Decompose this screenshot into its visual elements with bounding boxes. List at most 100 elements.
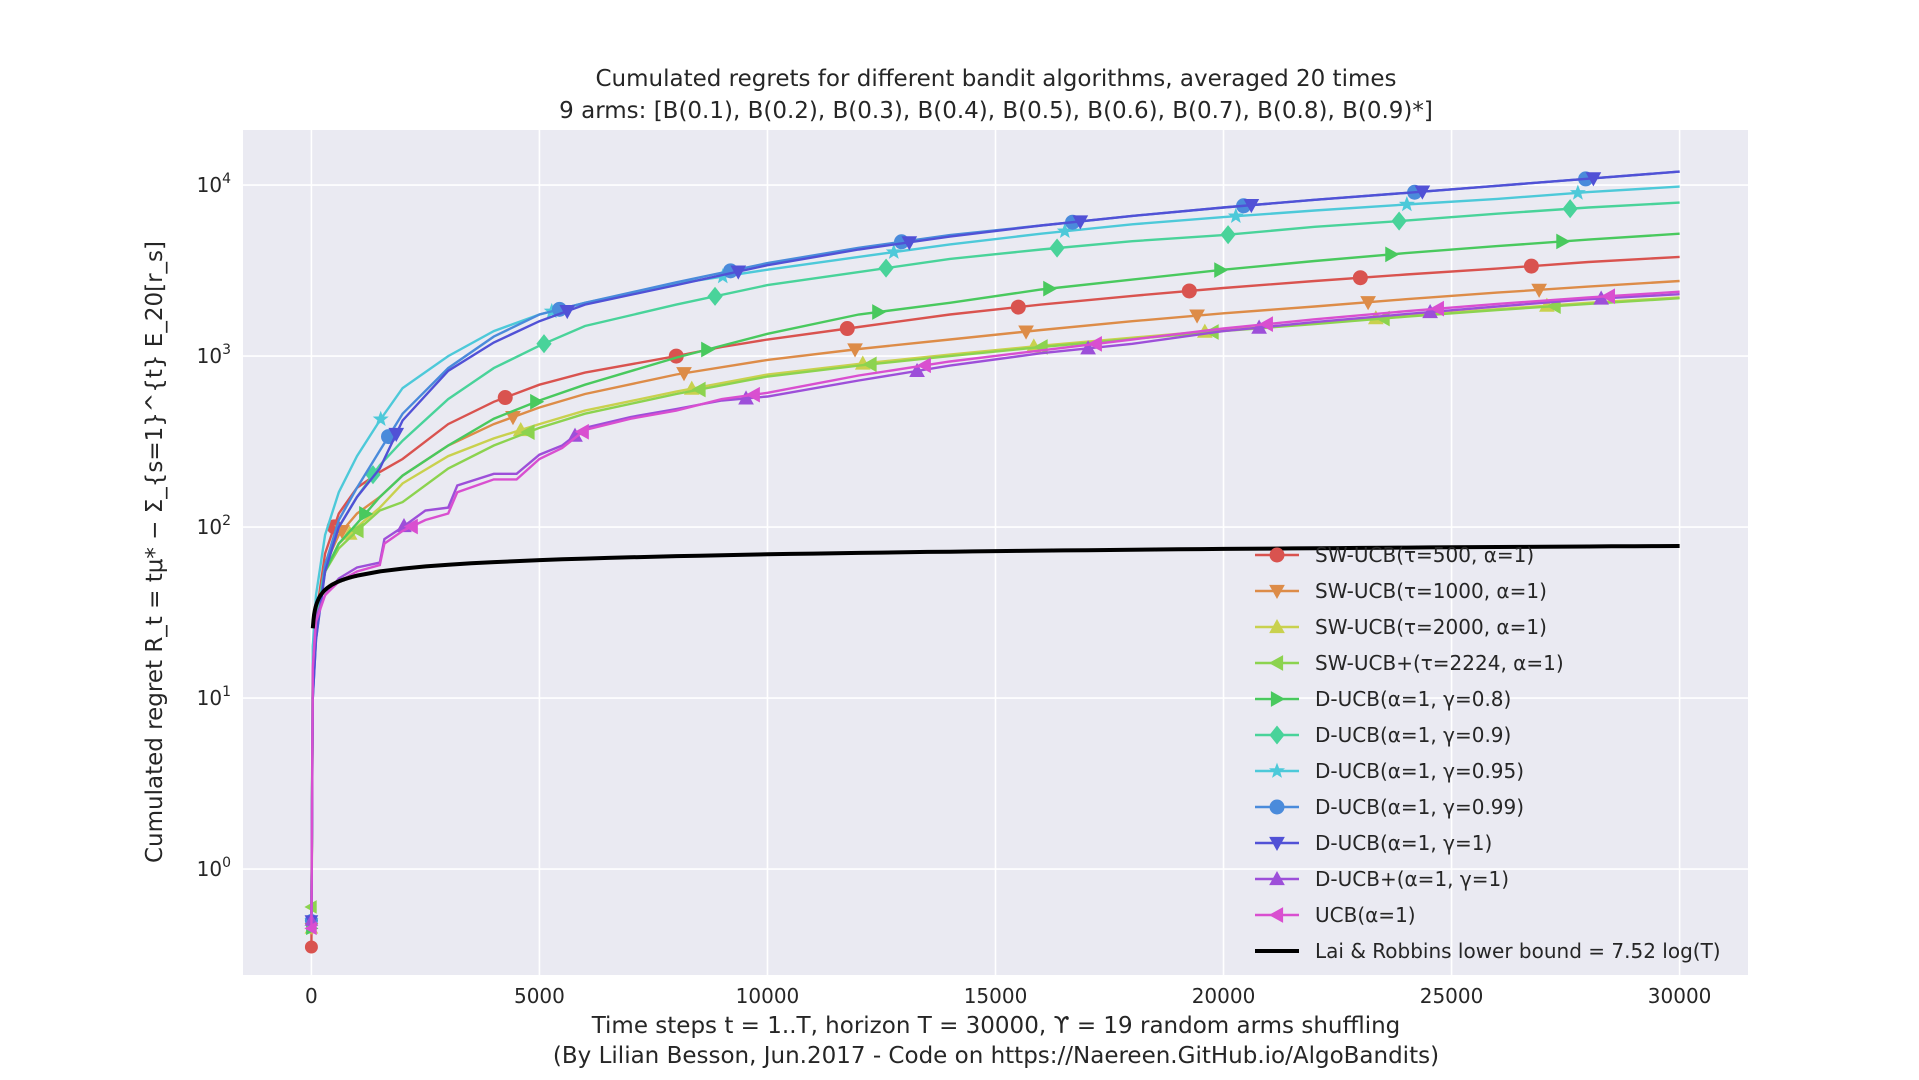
data-point (559, 304, 576, 320)
x-tick-label: 0 (305, 984, 318, 1008)
data-point (1569, 184, 1586, 200)
data-point (885, 243, 902, 259)
data-point (388, 427, 405, 442)
data-point (497, 390, 513, 406)
data-point (1227, 207, 1244, 224)
data-point (520, 424, 535, 440)
data-point (676, 367, 692, 382)
data-point (1220, 225, 1236, 245)
data-point (1243, 199, 1260, 214)
data-point (909, 362, 925, 378)
data-point (530, 393, 545, 410)
legend-label: SW-UCB+(τ=2224, α=1) (1315, 651, 1564, 675)
y-tick-label: 104 (197, 171, 231, 197)
y-tick-label: 100 (197, 855, 231, 881)
data-point (1189, 309, 1205, 324)
legend-label: UCB(α=1) (1315, 903, 1416, 927)
data-point (1269, 584, 1285, 600)
y-axis-label: Cumulated regret R_t = tμ* − Σ_{s=1}^{t}… (142, 241, 168, 863)
legend-item: D-UCB(α=1, γ=0.95) (1255, 759, 1524, 783)
data-point (862, 356, 877, 373)
data-point (1043, 280, 1058, 297)
y-tick-label: 103 (197, 342, 231, 368)
series-layer (304, 170, 1680, 954)
data-point (691, 381, 706, 398)
legend: SW-UCB(τ=500, α=1) SW-UCB(τ=1000, α=1) SW-… (1255, 543, 1721, 963)
legend-label: D-UCB+(α=1, γ=1) (1315, 867, 1509, 891)
y-ticks: 100 101 102 103 104 (197, 171, 231, 881)
x-ticks: 0 5000 10000 15000 20000 25000 30000 (305, 984, 1711, 1008)
data-point (707, 286, 723, 306)
data-point (745, 386, 760, 403)
legend-item: SW-UCB(τ=2000, α=1) (1255, 615, 1547, 639)
series-line (310, 297, 1680, 908)
legend-label: D-UCB(α=1, γ=0.9) (1315, 723, 1511, 747)
lower-bound-line (310, 544, 1680, 629)
legend-item: SW-UCB(τ=1000, α=1) (1255, 579, 1547, 603)
legend-label: D-UCB(α=1, γ=0.95) (1315, 759, 1524, 783)
legend-label: D-UCB(α=1, γ=0.8) (1315, 687, 1511, 711)
data-point (701, 341, 716, 358)
legend-label: D-UCB(α=1, γ=1) (1315, 831, 1492, 855)
series-line (310, 232, 1680, 929)
legend-label: SW-UCB(τ=500, α=1) (1315, 543, 1534, 567)
data-point (1269, 618, 1285, 634)
data-point (1391, 211, 1407, 231)
legend-item: D-UCB(α=1, γ=1) (1255, 831, 1492, 855)
data-point (901, 236, 918, 251)
series-line (310, 170, 1680, 921)
data-point (1010, 299, 1026, 315)
data-point (1269, 799, 1285, 815)
data-point (839, 321, 855, 337)
chart-title-line1: Cumulated regrets for different bandit a… (595, 66, 1396, 92)
data-point (916, 357, 931, 374)
data-point (304, 921, 317, 936)
data-point (1600, 288, 1616, 305)
data-point (1072, 215, 1089, 230)
data-point (1556, 233, 1571, 250)
data-point (359, 506, 374, 522)
chart-title-line2: 9 arms: [B(0.1), B(0.2), B(0.3), B(0.4),… (559, 98, 1433, 124)
data-point (1268, 907, 1284, 923)
data-point (738, 390, 754, 405)
data-point (1269, 725, 1285, 745)
data-point (1270, 691, 1286, 707)
data-point (1360, 296, 1376, 311)
data-point (1087, 335, 1102, 352)
data-point (403, 518, 418, 535)
data-point (1562, 199, 1578, 219)
legend-item: D-UCB(α=1, γ=0.8) (1255, 687, 1511, 711)
x-tick-label: 10000 (736, 984, 800, 1008)
data-point (872, 304, 887, 320)
data-point (1531, 283, 1547, 298)
data-point (1422, 304, 1438, 319)
legend-label: SW-UCB(τ=2000, α=1) (1315, 615, 1547, 639)
y-tick-label: 101 (197, 684, 231, 710)
x-axis-label-line1: Time steps t = 1..T, horizon T = 30000, … (591, 1013, 1401, 1039)
legend-label: D-UCB(α=1, γ=0.99) (1315, 795, 1524, 819)
x-axis-label-line2: (By Lilian Besson, Jun.2017 - Code on ht… (553, 1043, 1439, 1069)
x-tick-label: 20000 (1192, 984, 1256, 1008)
y-tick-label: 102 (197, 513, 231, 539)
data-point (1429, 300, 1444, 317)
data-point (1269, 836, 1285, 852)
data-point (1398, 196, 1415, 212)
series-line (310, 290, 1680, 929)
series (304, 288, 1680, 936)
legend-item: SW-UCB(τ=500, α=1) (1255, 543, 1534, 567)
series (306, 232, 1680, 936)
data-point (1269, 870, 1285, 886)
legend-item: SW-UCB+(τ=2224, α=1) (1255, 651, 1564, 675)
data-point (1181, 283, 1197, 299)
legend-label: SW-UCB(τ=1000, α=1) (1315, 579, 1547, 603)
data-point (574, 423, 589, 440)
series-line (310, 293, 1680, 921)
data-point (1268, 762, 1286, 778)
data-point (878, 258, 894, 278)
x-tick-label: 15000 (964, 984, 1028, 1008)
data-point (1080, 340, 1096, 355)
series-line (310, 279, 1680, 929)
data-point (372, 410, 389, 427)
data-point (1585, 172, 1602, 187)
